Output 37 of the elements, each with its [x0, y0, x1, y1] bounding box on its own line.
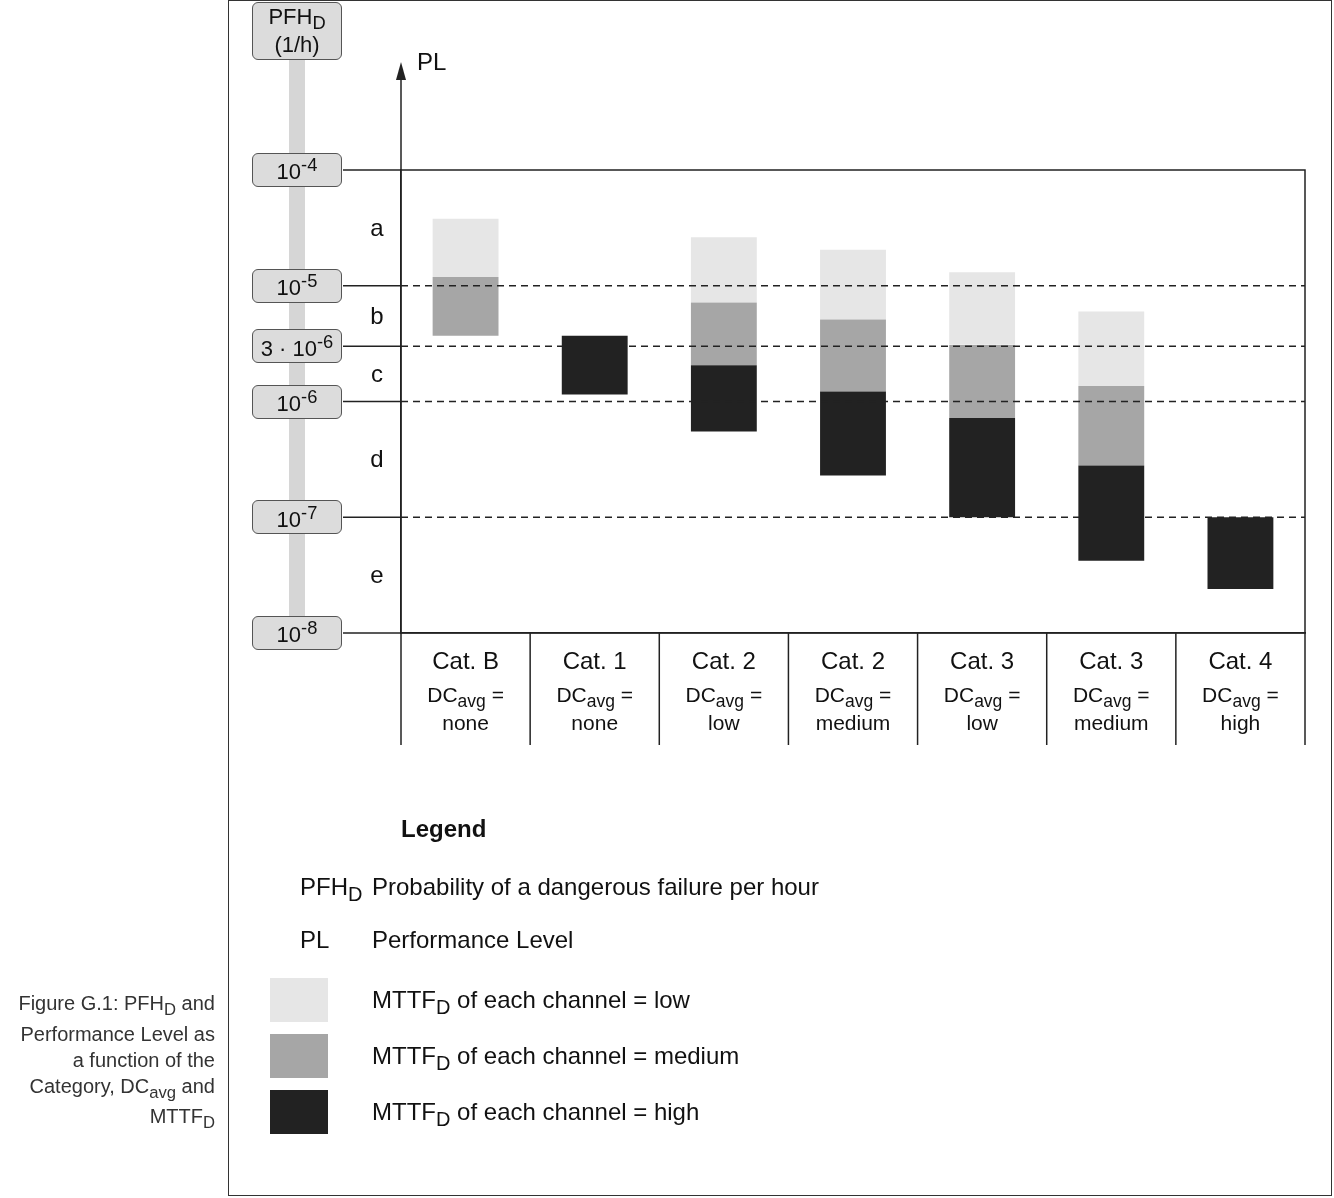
bar [820, 249, 886, 320]
x-tick-label: Cat. 3 DC$_{avg}$ = medium [1071, 647, 1151, 736]
x-tick-label: Cat. 2 DC$_{avg}$ = low [684, 647, 764, 736]
text: e [369, 561, 385, 590]
text: PFH$_{D}$ (1/h) [253, 3, 341, 58]
bar [949, 272, 1016, 345]
text: Figure G.1: PFH$_{D}$ and Performance Level as a function of the Category, DC$_{avg}$ and MTTF$_{D}$ [18, 992, 215, 1133]
bar [1078, 311, 1145, 387]
bar [432, 277, 499, 336]
bar [1078, 386, 1145, 466]
text: PL [417, 48, 447, 76]
y-tick-label: 10$^{-7}$ [276, 501, 318, 533]
x-tick-label: Cat. 1 DC$_{avg}$ = none [555, 647, 635, 736]
y-tick-label: 10$^{-6}$ [276, 385, 318, 418]
legend-label: MTTF$_{D}$ of each channel = low [372, 986, 690, 1019]
legend-label: MTTF$_{D}$ of each channel = medium [372, 1042, 740, 1075]
bar [432, 218, 499, 278]
y-tick-label: 10$^{-8}$ [276, 617, 318, 649]
text: b [369, 302, 385, 330]
y-tick-label: 10$^{-5}$ [276, 270, 318, 302]
x-tick-label: Cat. 4 DC$_{avg}$ = high [1201, 647, 1280, 736]
y-tick-label: 3 · 10$^{-6}$ [260, 330, 334, 362]
x-tick-label: Cat. 3 DC$_{avg}$ = low [942, 647, 1022, 736]
text: a [369, 213, 385, 242]
legend-title: Legend [401, 815, 487, 843]
y-tick-label: 10$^{-4}$ [276, 154, 318, 186]
x-tick-label: Cat. B DC$_{avg}$ = none [426, 647, 505, 736]
legend-label: MTTF$_{D}$ of each channel = high [372, 1098, 700, 1131]
bar [690, 237, 757, 303]
text: c [370, 359, 384, 388]
text: d [369, 445, 385, 474]
bar [820, 319, 886, 392]
x-tick-label: Cat. 2 DC$_{avg}$ = medium [813, 647, 893, 736]
text: PL Performance Level [300, 926, 574, 953]
text: PFH$_{D}$ Probability of a dangerous failure per hour [300, 873, 819, 906]
bar [949, 344, 1016, 419]
bar [690, 302, 757, 366]
